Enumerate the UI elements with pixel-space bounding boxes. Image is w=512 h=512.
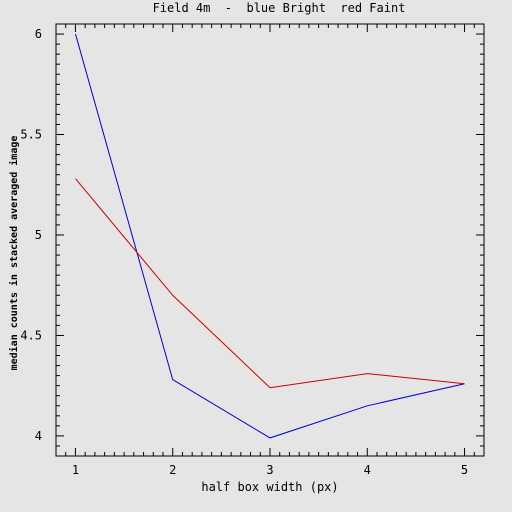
x-tick-label: 2 bbox=[169, 463, 176, 477]
x-tick-label: 1 bbox=[72, 463, 79, 477]
axis-ticks: 1 2 3 4 5 4 4.5 5 5.5 6 bbox=[20, 23, 485, 477]
y-tick-label: 5 bbox=[35, 228, 42, 242]
chart-title: Field 4m - blue Bright red Faint bbox=[153, 1, 406, 15]
x-axis-label: half box width (px) bbox=[201, 480, 338, 494]
y-tick-label: 6 bbox=[35, 27, 42, 41]
series-line-1 bbox=[75, 33, 465, 439]
y-tick-label: 5.5 bbox=[20, 128, 42, 142]
x-tick-label: 3 bbox=[266, 463, 273, 477]
y-tick-label: 4 bbox=[35, 429, 42, 443]
plot-frame bbox=[55, 23, 485, 457]
series-line-2 bbox=[75, 178, 465, 389]
y-tick-label: 4.5 bbox=[20, 328, 42, 342]
y-axis-label: median counts in stacked averaged image bbox=[8, 136, 20, 371]
x-tick-label: 5 bbox=[461, 463, 468, 477]
series-group bbox=[75, 33, 465, 439]
x-tick-label: 4 bbox=[364, 463, 371, 477]
